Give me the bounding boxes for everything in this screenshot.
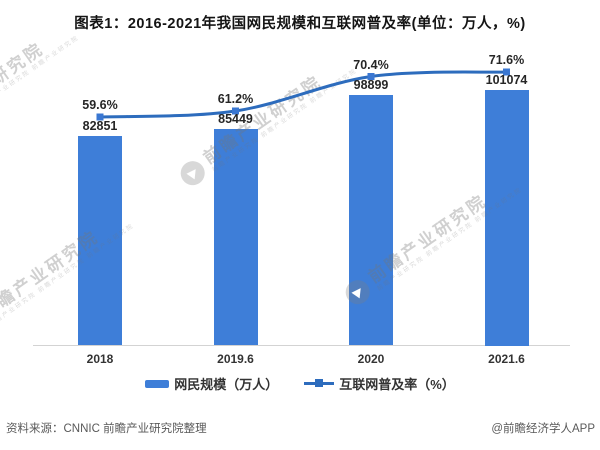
credit-note: @前瞻经济学人APP — [491, 423, 595, 435]
watermark: 前瞻产业研究院 前瞻产业研究院 前瞻产业研究院 前瞻产业研究院 — [0, 19, 81, 158]
legend-line-label: 互联网普及率（%） — [339, 377, 455, 392]
bar-value-label: 98899 — [353, 78, 389, 92]
watermark: 前瞻产业研究院 前瞻产业研究院 前瞻产业研究院 前瞻产业研究院 — [175, 52, 358, 191]
watermark-body: 前瞻产业研究院 前瞻产业研究院 前瞻产业研究院 前瞻产业研究院 — [0, 19, 81, 141]
chart-title: 图表1：2016-2021年我国网民规模和互联网普及率(单位：万人，%) — [74, 16, 526, 32]
watermark-text: 前瞻产业研究院 — [0, 38, 48, 135]
bar-value-label: 82851 — [82, 118, 118, 133]
qianzhan-logo-icon — [176, 156, 210, 191]
x-tick-label: 2019.6 — [217, 352, 254, 366]
x-tick-label: 2021.6 — [488, 352, 525, 366]
bar-2018 — [78, 135, 122, 346]
legend-bar-label: 网民规模（万人） — [174, 377, 279, 392]
line-point-label: 59.6% — [82, 98, 118, 112]
source-note: 资料来源：CNNIC 前瞻产业研究院整理 — [6, 423, 207, 435]
bar-2019.6 — [213, 129, 258, 346]
penetration-rate-line — [99, 70, 507, 119]
legend-item-line: 互联网普及率（%） — [304, 374, 455, 393]
watermark-subtext: 前瞻产业研究院 前瞻产业研究院 前瞻产业研究院 — [0, 34, 81, 140]
legend-item-bar: 网民规模（万人） — [145, 374, 278, 393]
bar-value-label: 101074 — [485, 72, 528, 87]
x-tick-label: 2020 — [357, 352, 385, 366]
line-point-label: 61.2% — [217, 92, 254, 106]
footer: 资料来源：CNNIC 前瞻产业研究院整理 @前瞻经济学人APP — [6, 420, 595, 436]
x-axis-line — [33, 345, 570, 346]
bar-2020 — [349, 95, 393, 346]
line-point-label: 70.4% — [353, 57, 389, 72]
bar-value-label: 85449 — [218, 112, 253, 127]
bar-swatch-icon — [145, 379, 170, 388]
line-marker-icon — [304, 379, 335, 387]
x-tick-label: 2018 — [86, 352, 114, 366]
bar-2021.6 — [484, 89, 529, 346]
line-point-label: 71.6% — [488, 53, 525, 67]
legend: 网民规模（万人） 互联网普及率（%） — [0, 374, 600, 393]
